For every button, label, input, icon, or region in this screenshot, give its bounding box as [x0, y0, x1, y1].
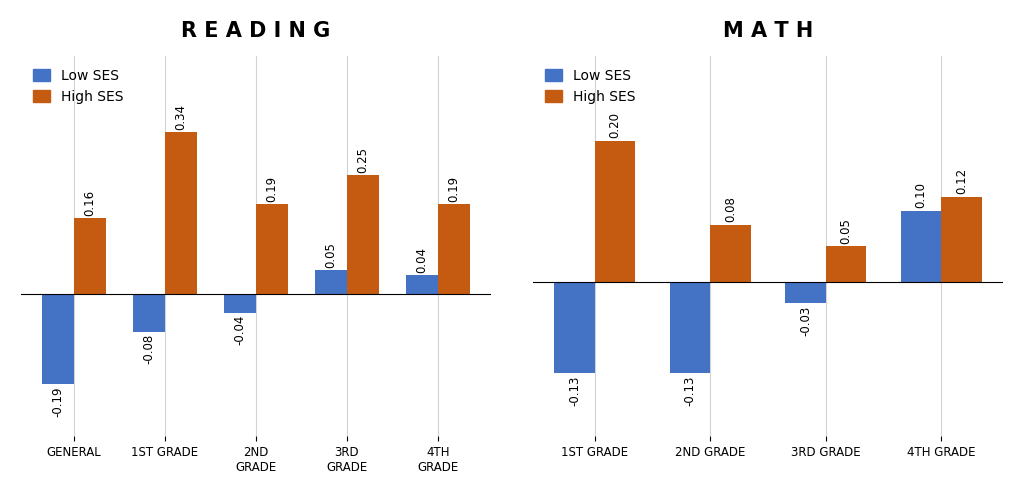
- Bar: [670, 282, 711, 373]
- Text: -0.04: -0.04: [233, 315, 247, 345]
- Bar: [256, 203, 288, 294]
- Bar: [407, 275, 438, 294]
- Bar: [825, 247, 866, 282]
- Bar: [438, 203, 470, 294]
- Text: -0.03: -0.03: [799, 305, 812, 336]
- Text: 0.08: 0.08: [724, 197, 737, 222]
- Text: 0.05: 0.05: [325, 243, 338, 268]
- Bar: [711, 225, 751, 282]
- Bar: [554, 282, 595, 373]
- Text: 0.12: 0.12: [955, 168, 968, 194]
- Title: R E A D I N G: R E A D I N G: [181, 21, 331, 41]
- Text: -0.13: -0.13: [568, 376, 581, 406]
- Text: 0.16: 0.16: [84, 190, 96, 216]
- Text: -0.19: -0.19: [51, 386, 65, 417]
- Title: M A T H: M A T H: [723, 21, 813, 41]
- Text: 0.19: 0.19: [447, 176, 461, 201]
- Bar: [785, 282, 825, 302]
- Legend: Low SES, High SES: Low SES, High SES: [540, 63, 641, 109]
- Bar: [224, 294, 256, 313]
- Bar: [595, 141, 635, 282]
- Bar: [42, 294, 74, 384]
- Text: 0.20: 0.20: [608, 112, 622, 138]
- Bar: [901, 211, 941, 282]
- Text: 0.05: 0.05: [840, 218, 853, 244]
- Text: 0.25: 0.25: [356, 147, 370, 173]
- Legend: Low SES, High SES: Low SES, High SES: [28, 63, 129, 109]
- Bar: [315, 270, 347, 294]
- Text: 0.04: 0.04: [416, 247, 428, 273]
- Bar: [347, 175, 379, 294]
- Bar: [133, 294, 165, 332]
- Text: -0.13: -0.13: [683, 376, 696, 406]
- Bar: [74, 218, 105, 294]
- Text: 0.10: 0.10: [914, 182, 928, 208]
- Bar: [941, 197, 982, 282]
- Bar: [165, 132, 197, 294]
- Text: -0.08: -0.08: [142, 334, 156, 364]
- Text: 0.34: 0.34: [174, 104, 187, 130]
- Text: 0.19: 0.19: [265, 176, 279, 201]
